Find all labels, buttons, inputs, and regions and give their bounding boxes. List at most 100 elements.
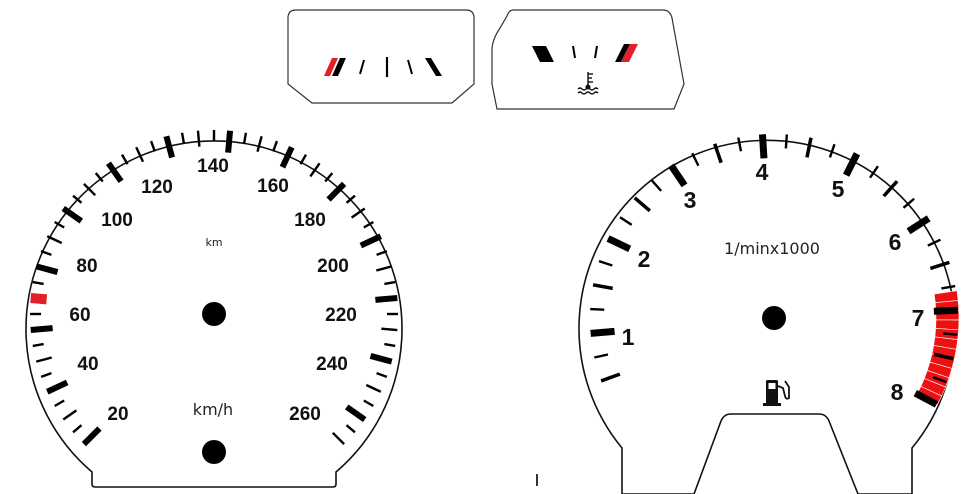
- rpm-tick: [737, 137, 743, 152]
- speedometer-ticks: [30, 130, 398, 447]
- fuel-black-stripe: [332, 58, 346, 76]
- rpm-tick: [668, 163, 688, 188]
- speedometer: 20 40 60 80 100 120 140 160 180 200 220 …: [25, 130, 403, 488]
- temp-red-stripe: [621, 44, 638, 62]
- rpm-label-8: 8: [891, 379, 904, 405]
- speed-tick: [256, 135, 263, 153]
- rpm-label-4: 4: [756, 159, 769, 185]
- trip-reset-knob: [202, 440, 226, 464]
- speed-tick: [299, 154, 308, 165]
- speed-label-120: 120: [141, 177, 173, 198]
- speed-tick: [375, 265, 393, 272]
- speed-tick: [54, 399, 65, 408]
- tachometer-ticks: [590, 134, 958, 408]
- speed-tick: [279, 145, 295, 169]
- speed-tick: [326, 181, 347, 202]
- speed-tick: [45, 379, 69, 395]
- speed-tick: [363, 220, 374, 229]
- rpm-tick: [828, 143, 836, 158]
- speedometer-needle-hub: [202, 302, 226, 326]
- speed-tick: [72, 424, 83, 434]
- fuel-gauge: [287, 9, 475, 104]
- coolant-temperature-icon: [577, 72, 599, 95]
- speed-tick: [149, 140, 156, 152]
- speedometer-labels: 20 40 60 80 100 120 140 160 180 200 220 …: [69, 156, 356, 425]
- speed-tick: [163, 135, 175, 159]
- speed-label-60: 60: [69, 305, 90, 326]
- rpm-tick: [913, 390, 939, 408]
- rpm-tick: [805, 137, 813, 158]
- speed-label-40: 40: [77, 354, 98, 375]
- speed-tick: [376, 372, 388, 379]
- rpm-tick: [691, 152, 700, 167]
- fuel-gauge-face: [287, 9, 475, 104]
- speed-tick: [30, 292, 48, 305]
- speed-label-200: 200: [317, 256, 349, 277]
- tachometer-unit: 1/minx1000: [724, 239, 820, 258]
- speed-tick: [180, 132, 186, 144]
- fuel-red-stripe: [324, 58, 338, 76]
- speed-tick: [345, 194, 356, 204]
- speed-tick: [120, 154, 129, 165]
- speed-label-240: 240: [316, 354, 348, 375]
- fuel-tick: [407, 59, 413, 75]
- speed-tick: [376, 249, 388, 256]
- speed-tick: [331, 431, 345, 445]
- speed-tick: [365, 383, 382, 393]
- temp-gauge-face: [491, 9, 685, 110]
- speed-tick: [35, 356, 53, 363]
- rpm-label-6: 6: [889, 229, 902, 255]
- speed-tick: [375, 294, 398, 303]
- speed-tick: [350, 207, 366, 219]
- rpm-label-5: 5: [832, 176, 845, 202]
- rpm-tick: [933, 352, 954, 361]
- speed-tick: [30, 325, 53, 334]
- speed-tick: [32, 342, 44, 348]
- speed-label-160: 160: [257, 176, 289, 197]
- speed-tick: [225, 130, 234, 153]
- rpm-tick: [932, 376, 947, 384]
- rpm-label-3: 3: [684, 187, 697, 213]
- tachometer-needle-hub: [762, 306, 786, 330]
- tachometer: 1 2 3 4 5 6 7 8 1/minx1000: [578, 134, 960, 494]
- rpm-tick: [758, 134, 768, 159]
- rpm-tick: [902, 197, 915, 209]
- fuel-pump-icon: [763, 380, 790, 406]
- speed-tick: [40, 372, 52, 379]
- rpm-tick: [941, 284, 956, 290]
- rpm-tick: [619, 216, 633, 226]
- speed-tick: [81, 426, 102, 447]
- tachometer-labels: 1 2 3 4 5 6 7 8: [622, 159, 925, 405]
- speed-tick: [384, 342, 396, 348]
- speed-tick: [135, 146, 145, 163]
- speed-tick: [32, 280, 44, 286]
- speed-label-220: 220: [325, 305, 357, 326]
- speedometer-unit-kmh: km/h: [193, 400, 233, 419]
- rpm-tick: [633, 196, 651, 213]
- speed-tick: [369, 353, 393, 365]
- speed-tick: [62, 409, 78, 421]
- speed-tick: [54, 220, 65, 229]
- speed-tick: [363, 399, 374, 408]
- temp-cold-mark: [532, 46, 554, 62]
- speed-label-20: 20: [107, 404, 128, 425]
- rpm-tick: [650, 179, 663, 192]
- speed-tick: [35, 263, 59, 275]
- speed-tick: [384, 280, 396, 286]
- temp-tick: [594, 45, 598, 59]
- speed-tick: [94, 172, 104, 183]
- speed-label-100: 100: [101, 210, 133, 231]
- speed-tick: [196, 130, 201, 147]
- speedometer-unit-km: km: [205, 236, 222, 249]
- speed-tick: [46, 235, 63, 245]
- rpm-tick: [606, 235, 632, 253]
- speed-label-260: 260: [289, 404, 321, 425]
- rpm-tick: [590, 327, 615, 337]
- rpm-tick: [590, 307, 605, 311]
- speed-tick: [40, 249, 52, 256]
- rpm-tick: [600, 372, 621, 383]
- speed-tick: [106, 161, 124, 184]
- speed-tick: [242, 132, 248, 144]
- fuel-gauge-marks: [324, 57, 442, 77]
